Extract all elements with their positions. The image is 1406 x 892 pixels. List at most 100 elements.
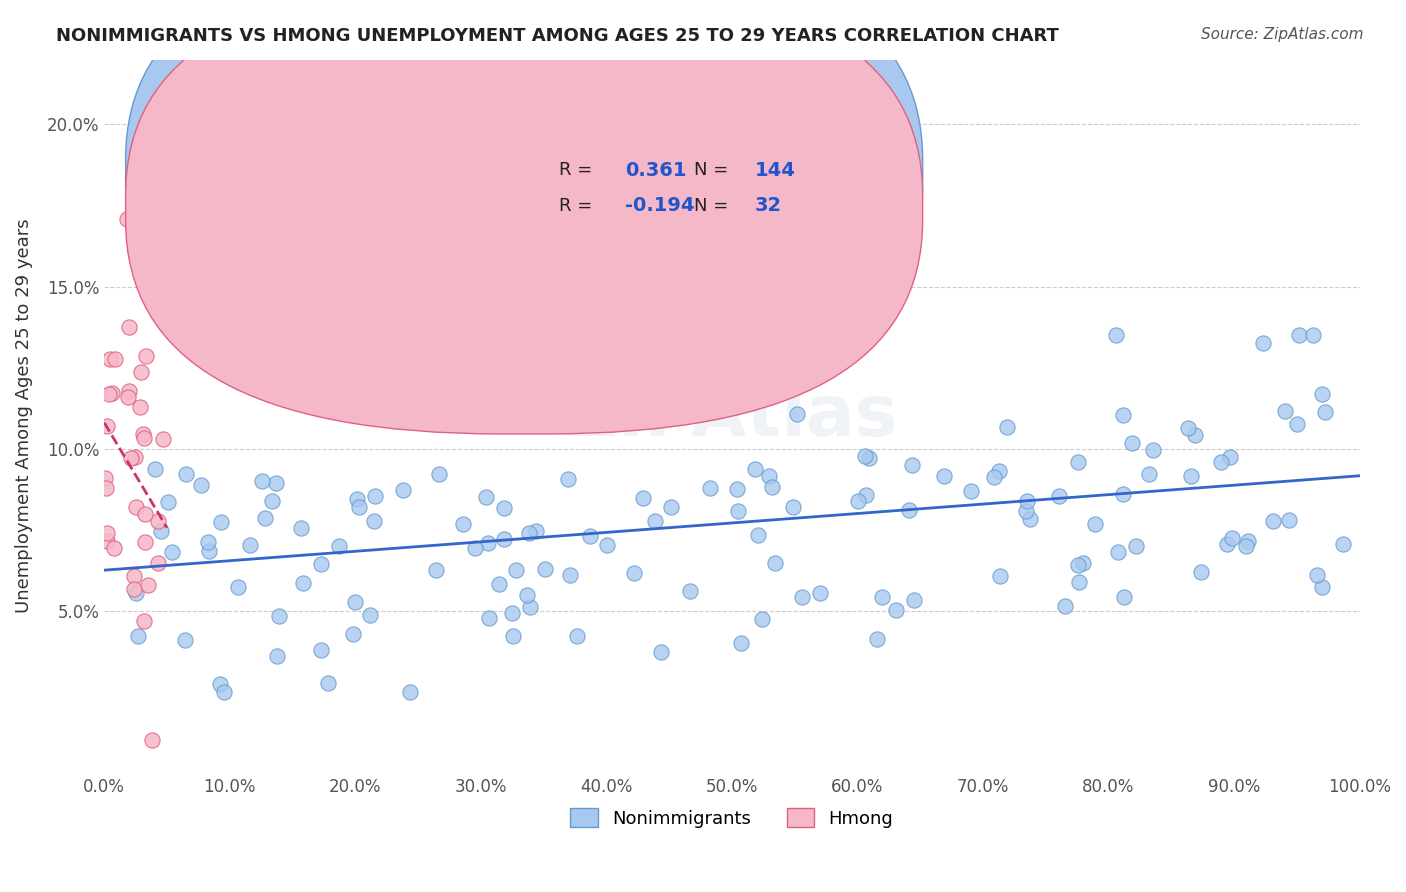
Point: [934, 468, 956, 483]
Point: [763, 556, 786, 570]
Point: [134, 535, 156, 549]
Point: [565, 630, 588, 644]
Point: [260, 494, 283, 508]
Point: [1067, 455, 1090, 469]
Point: [505, 563, 527, 577]
Point: [1216, 537, 1239, 551]
Text: 144: 144: [755, 161, 796, 179]
Legend: Nonimmigrants, Hmong: Nonimmigrants, Hmong: [564, 801, 900, 835]
Point: [1137, 467, 1160, 482]
Point: [853, 449, 876, 463]
Point: [782, 500, 804, 515]
Point: [1302, 328, 1324, 343]
Point: [725, 483, 748, 497]
Point: [475, 490, 498, 504]
Point: [157, 495, 180, 509]
Point: [557, 472, 579, 486]
Text: N =: N =: [695, 197, 734, 215]
Point: [519, 599, 541, 614]
Point: [346, 492, 368, 507]
Point: [399, 372, 422, 386]
Point: [519, 526, 541, 541]
Point: [238, 538, 260, 552]
Point: [129, 400, 152, 414]
Point: [1331, 537, 1354, 551]
Point: [1285, 417, 1308, 432]
Point: [328, 539, 350, 553]
Point: [118, 384, 141, 398]
Point: [141, 733, 163, 747]
Point: [644, 514, 666, 528]
Text: N =: N =: [695, 161, 734, 179]
Point: [1071, 556, 1094, 570]
Point: [103, 541, 125, 555]
Text: R =: R =: [558, 197, 598, 215]
Point: [502, 629, 524, 643]
Point: [761, 479, 783, 493]
Point: [342, 627, 364, 641]
Point: [146, 556, 169, 570]
Text: ZIPAtlas: ZIPAtlas: [565, 382, 898, 450]
Point: [1220, 531, 1243, 545]
Text: Source: ZipAtlas.com: Source: ZipAtlas.com: [1201, 27, 1364, 42]
Point: [1067, 558, 1090, 572]
Point: [870, 590, 893, 604]
Point: [758, 469, 780, 483]
Point: [209, 677, 232, 691]
Point: [644, 328, 666, 343]
Point: [1312, 580, 1334, 594]
Point: [699, 481, 721, 495]
Point: [135, 349, 157, 363]
Point: [121, 451, 143, 466]
Point: [117, 320, 139, 334]
Point: [1054, 599, 1077, 613]
Point: [290, 520, 312, 534]
Point: [364, 489, 387, 503]
Point: [117, 390, 139, 404]
Point: [146, 515, 169, 529]
Point: [579, 528, 602, 542]
Point: [451, 517, 474, 532]
Point: [347, 500, 370, 515]
Point: [1112, 408, 1135, 422]
Point: [359, 607, 381, 622]
Point: [903, 593, 925, 607]
Point: [858, 450, 880, 465]
Point: [134, 507, 156, 521]
Point: [730, 636, 752, 650]
Point: [1306, 568, 1329, 582]
Point: [1184, 427, 1206, 442]
Point: [425, 563, 447, 577]
Point: [115, 212, 138, 227]
Point: [1288, 328, 1310, 343]
Point: [1018, 512, 1040, 526]
Point: [1015, 503, 1038, 517]
Point: [160, 544, 183, 558]
Point: [122, 582, 145, 597]
Point: [149, 524, 172, 539]
Point: [152, 432, 174, 446]
Point: [209, 516, 232, 530]
Point: [1084, 516, 1107, 531]
Point: [1125, 539, 1147, 553]
Point: [1105, 328, 1128, 343]
Point: [94, 481, 117, 495]
Point: [866, 632, 889, 646]
Point: [391, 483, 413, 497]
Point: [990, 569, 1012, 583]
Point: [398, 684, 420, 698]
Point: [176, 467, 198, 481]
Point: [987, 465, 1010, 479]
Point: [311, 558, 333, 572]
Point: [983, 470, 1005, 484]
Point: [855, 488, 877, 502]
Point: [266, 648, 288, 663]
Point: [125, 586, 148, 600]
Point: [96, 533, 118, 548]
Point: [756, 385, 779, 400]
Point: [124, 450, 146, 465]
Point: [226, 580, 249, 594]
Point: [1111, 487, 1133, 501]
Point: [174, 632, 197, 647]
Point: [104, 352, 127, 367]
